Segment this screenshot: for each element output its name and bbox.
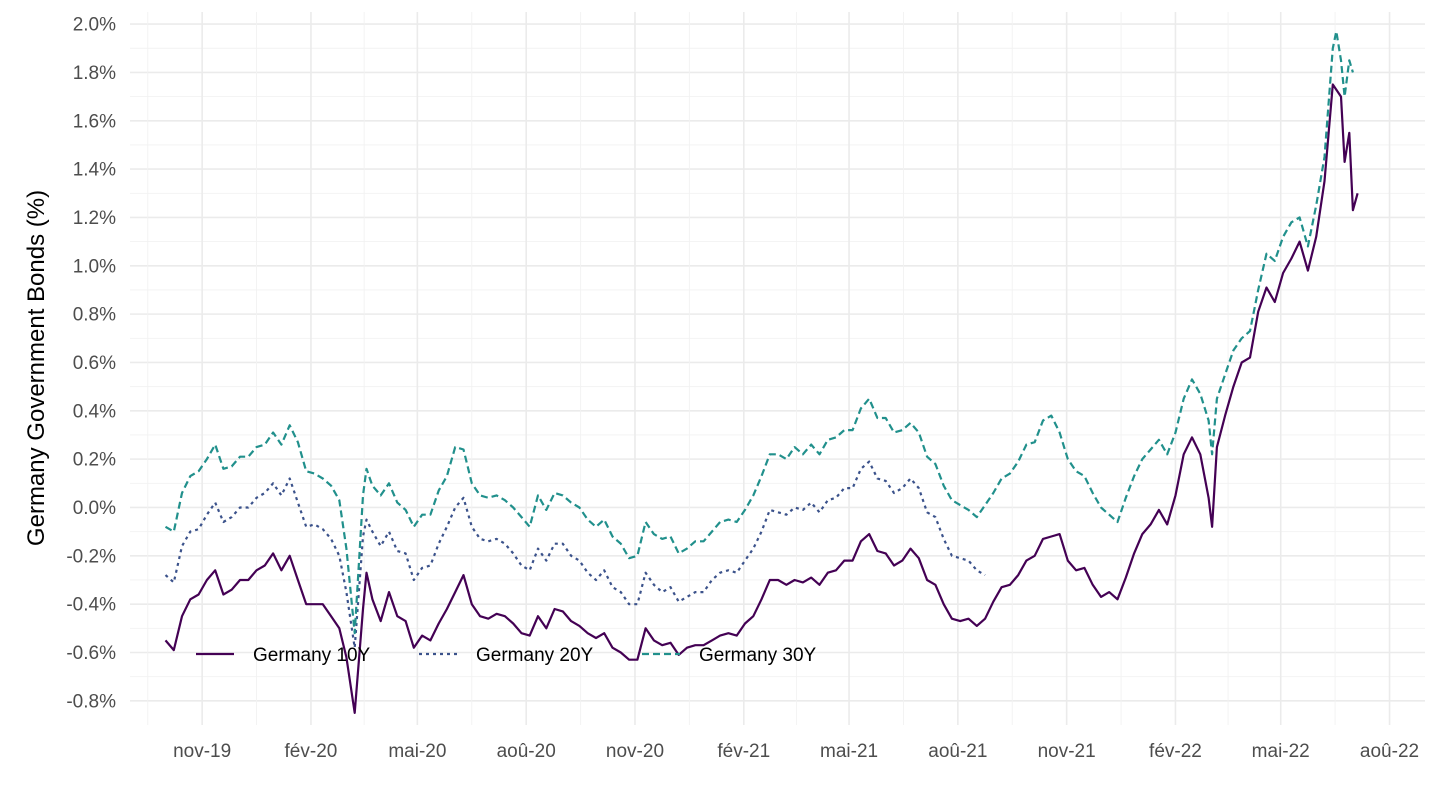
- legend-label-germany-20y: Germany 20Y: [476, 645, 594, 666]
- series-line-germany-30y: [164, 30, 1354, 635]
- x-tick-label: mai-20: [388, 741, 446, 762]
- y-tick-label: -0.8%: [66, 691, 116, 712]
- y-tick-label: 1.8%: [73, 63, 116, 84]
- y-axis-tick-labels: -0.8% -0.6% -0.4% -0.2% 0.0% 0.2% 0.4% 0.6% 0.8%…: [66, 15, 116, 713]
- x-tick-label: mai-21: [820, 741, 878, 762]
- y-tick-label: 1.0%: [73, 256, 116, 277]
- x-axis-tick-labels: nov-19 fév-20 mai-20 aoû-20 nov-20 fév-21 mai-…: [173, 741, 1419, 762]
- x-tick-label: fév-20: [285, 741, 338, 762]
- y-tick-label: 0.2%: [73, 450, 116, 471]
- x-tick-label: aoû-21: [928, 741, 987, 762]
- y-tick-label: -0.6%: [66, 643, 116, 664]
- series-layer: [164, 30, 1359, 715]
- series-line-germany-20y: [164, 460, 986, 649]
- x-tick-label: fév-21: [717, 741, 770, 762]
- series-line-germany-10y: [164, 83, 1359, 715]
- y-tick-label: 1.4%: [73, 160, 116, 181]
- y-tick-label: 0.8%: [73, 305, 116, 326]
- x-tick-label: nov-19: [173, 741, 231, 762]
- x-tick-label: nov-20: [606, 741, 664, 762]
- y-tick-label: -0.2%: [66, 546, 116, 567]
- y-tick-label: -0.4%: [66, 595, 116, 616]
- legend-label-germany-10y: Germany 10Y: [253, 645, 371, 666]
- y-tick-label: 0.6%: [73, 353, 116, 374]
- x-tick-label: mai-22: [1252, 741, 1310, 762]
- y-tick-label: 0.4%: [73, 401, 116, 422]
- legend-label-germany-30y: Germany 30Y: [699, 645, 817, 666]
- x-tick-label: nov-21: [1038, 741, 1096, 762]
- x-tick-label: fév-22: [1149, 741, 1202, 762]
- y-tick-label: 1.2%: [73, 208, 116, 229]
- y-tick-label: 2.0%: [73, 15, 116, 36]
- x-tick-label: aoû-20: [497, 741, 556, 762]
- legend: Germany 10Y Germany 20Y Germany 30Y: [196, 645, 817, 666]
- x-tick-label: aoû-22: [1360, 741, 1419, 762]
- y-axis-title: Germany Government Bonds (%): [23, 190, 50, 546]
- y-tick-label: 0.0%: [73, 498, 116, 519]
- y-tick-label: 1.6%: [73, 111, 116, 132]
